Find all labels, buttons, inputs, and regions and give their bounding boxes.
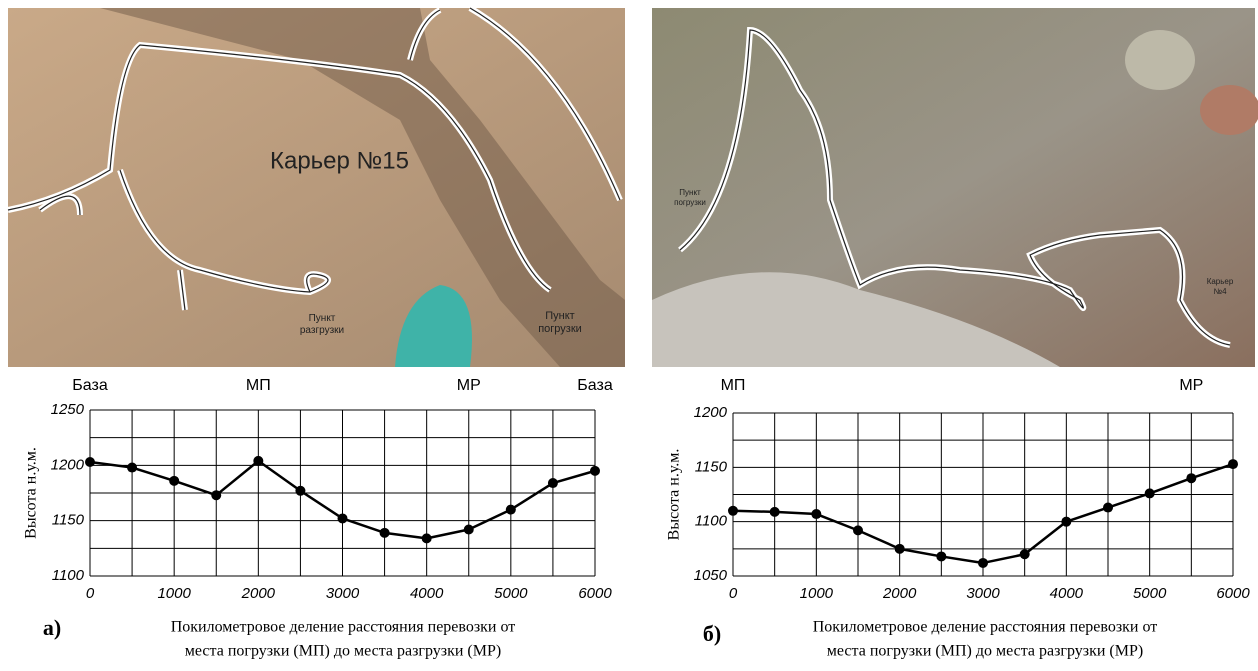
data-point [895,544,905,554]
x-tick-label: 3000 [966,585,1000,602]
x-tick-label: 2000 [882,585,917,602]
map-label-line: погрузки [674,198,706,207]
x-tick-label: 2000 [241,585,276,602]
x-axis-label: Покилометровое деление расстояния перево… [171,619,516,636]
annotation: База [72,377,108,394]
data-point [770,507,780,517]
y-tick-label: 1150 [52,512,85,529]
y-tick-label: 1100 [52,567,85,584]
x-tick-label: 5000 [1133,585,1167,602]
data-point [338,513,348,523]
data-point [1103,503,1113,513]
y-tick-label: 1200 [694,404,728,421]
x-axis-label: места погрузки (МП) до места разгрузки (… [185,643,501,660]
x-tick-label: 1000 [800,585,834,602]
x-tick-label: 6000 [578,585,612,602]
data-point [1145,488,1155,498]
data-point [1020,549,1030,559]
map-label-line: Пункт [679,188,701,197]
y-tick-label: 1200 [51,456,85,473]
data-point [978,558,988,568]
data-point [590,466,600,476]
annotation: МП [721,377,746,394]
x-tick-label: 0 [86,585,95,602]
data-point [811,509,821,519]
data-point [936,551,946,561]
y-tick-label: 1100 [695,513,728,530]
data-point [422,533,432,543]
y-tick-label: 1050 [694,567,728,584]
x-tick-label: 4000 [410,585,444,602]
data-point [85,457,95,467]
data-point [169,476,179,486]
y-tick-label: 1250 [51,401,85,418]
data-point [464,525,474,535]
data-point [380,528,390,538]
data-point [853,525,863,535]
map-label-line: погрузки [538,323,582,335]
data-point [548,478,558,488]
figure: Карьер №15ПунктразгрузкиПунктпогрузки110… [0,0,1258,666]
x-tick-label: 4000 [1050,585,1084,602]
x-axis-label: места погрузки (МП) до места разгрузки (… [827,643,1143,660]
data-point [253,456,263,466]
map-label: Карьер №15 [270,147,409,174]
x-axis-label: Покилометровое деление расстояния перево… [813,619,1158,636]
data-point [506,505,516,515]
y-tick-label: 1150 [695,458,728,475]
x-tick-label: 5000 [494,585,528,602]
data-point [1228,459,1238,469]
x-tick-label: 1000 [157,585,191,602]
annotation: База [577,377,613,394]
map-label-line: разгрузки [300,325,344,336]
map-label-line: Пункт [309,313,336,324]
data-point [127,463,137,473]
panel-label: б) [703,621,721,646]
map-b [652,8,1258,367]
annotation: МР [1179,377,1203,394]
map-label-line: №4 [1213,287,1227,296]
x-tick-label: 0 [729,585,738,602]
x-tick-label: 3000 [326,585,360,602]
panel-label: а) [43,615,61,640]
data-point [728,506,738,516]
data-point [211,490,221,500]
map-label-line: Карьер [1207,277,1234,286]
y-axis-label: Высота н.у.м. [666,449,683,541]
data-point [295,486,305,496]
y-axis-label: Высота н.у.м. [23,447,40,539]
data-point [1186,473,1196,483]
annotation: МР [457,377,481,394]
data-point [1061,517,1071,527]
x-tick-label: 6000 [1216,585,1250,602]
annotation: МП [246,377,271,394]
map-label-line: Пункт [545,310,574,322]
